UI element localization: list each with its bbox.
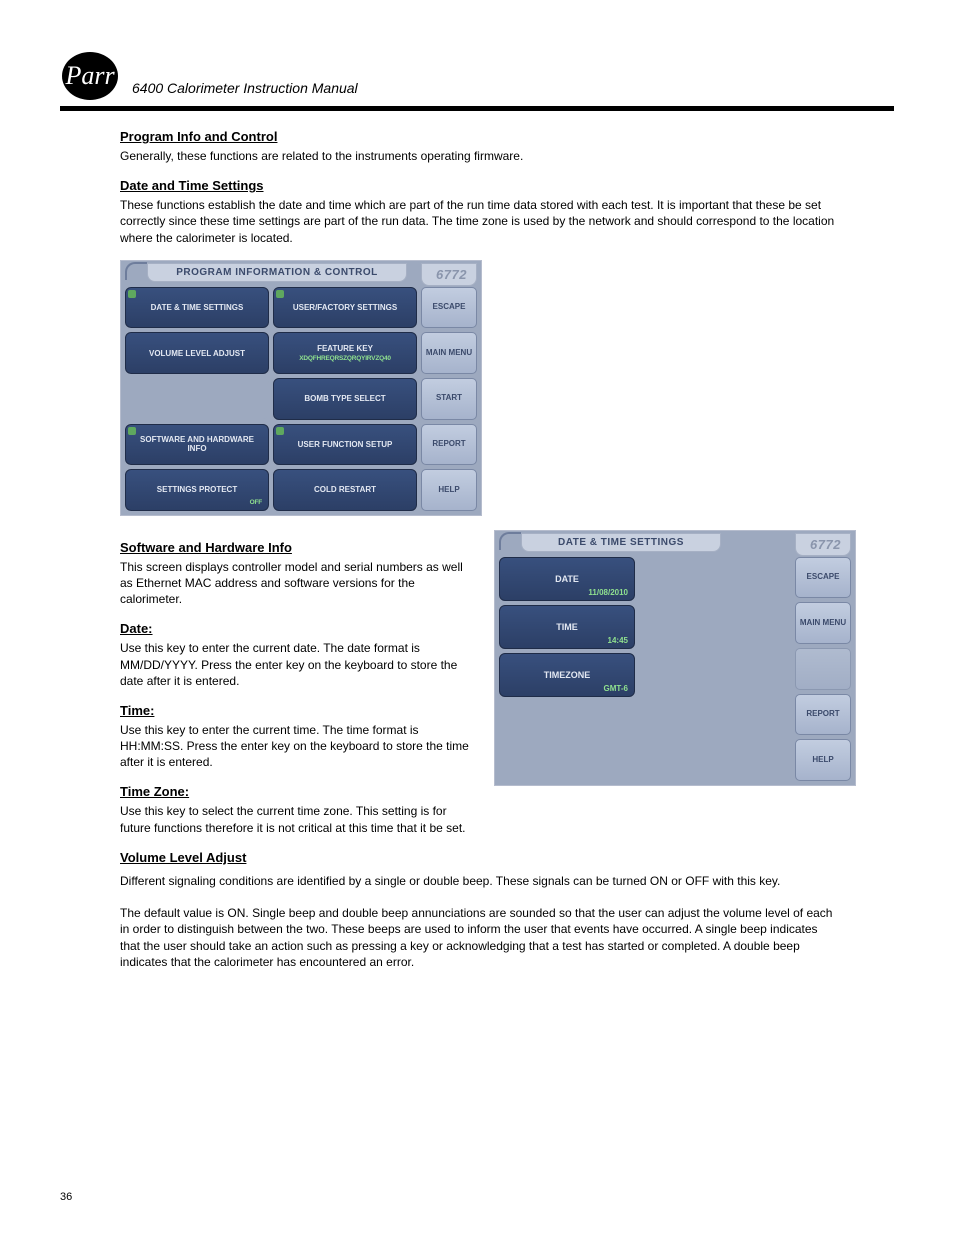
user-function-setup-button[interactable]: USER FUNCTION SETUP <box>273 424 417 466</box>
escape-button[interactable]: ESCAPE <box>421 287 477 329</box>
screenshot-datetime-settings: DATE & TIME SETTINGS 6772 DATE 11/08/201… <box>494 530 856 786</box>
btn-value: 11/08/2010 <box>588 588 628 597</box>
title-bar: DATE & TIME SETTINGS 6772 <box>495 531 855 555</box>
heading-timezone: Time Zone: <box>120 784 470 799</box>
main-menu-button[interactable]: MAIN MENU <box>795 602 851 644</box>
button-grid: DATE & TIME SETTINGS USER/FACTORY SETTIN… <box>125 287 417 511</box>
spacer <box>120 516 864 530</box>
heading-program-info: Program Info and Control <box>120 129 864 144</box>
software-hardware-info-button[interactable]: SOFTWARE AND HARDWARE INFO <box>125 424 269 466</box>
left-column: Software and Hardware Info This screen d… <box>120 530 470 869</box>
help-button[interactable]: HELP <box>795 739 851 781</box>
btn-value: XDQFHREQRSZQRQYIRVZQ40 <box>299 355 391 362</box>
screen-body: DATE & TIME SETTINGS USER/FACTORY SETTIN… <box>125 287 477 511</box>
btn-label: VOLUME LEVEL ADJUST <box>149 349 245 358</box>
btn-value: 14:45 <box>608 636 628 645</box>
indicator-icon <box>276 290 284 298</box>
date-time-settings-button[interactable]: DATE & TIME SETTINGS <box>125 287 269 329</box>
escape-button[interactable]: ESCAPE <box>795 557 851 599</box>
text-timezone: Use this key to select the current time … <box>120 803 470 835</box>
btn-label: DATE & TIME SETTINGS <box>151 303 244 312</box>
title-bar: PROGRAM INFORMATION & CONTROL 6772 <box>121 261 481 285</box>
page-root: Parr 6400 Calorimeter Instruction Manual… <box>0 0 954 1024</box>
heading-sw-hw-info: Software and Hardware Info <box>120 540 470 555</box>
btn-label: USER/FACTORY SETTINGS <box>293 303 397 312</box>
help-button[interactable]: HELP <box>421 469 477 511</box>
settings-protect-button[interactable]: SETTINGS PROTECT OFF <box>125 469 269 511</box>
heading-datetime: Date and Time Settings <box>120 178 864 193</box>
text-datetime: These functions establish the date and t… <box>120 197 840 246</box>
screen-model: 6772 <box>421 263 477 286</box>
page-number: 36 <box>60 1191 72 1203</box>
date-button[interactable]: DATE 11/08/2010 <box>499 557 635 601</box>
main-menu-button[interactable]: MAIN MENU <box>421 332 477 374</box>
cold-restart-button[interactable]: COLD RESTART <box>273 469 417 511</box>
screen-body: DATE 11/08/2010 TIME 14:45 TIMEZONE GMT-… <box>499 557 851 781</box>
screen-model: 6772 <box>795 533 851 556</box>
dt-button-column: DATE 11/08/2010 TIME 14:45 TIMEZONE GMT-… <box>499 557 635 781</box>
right-column: DATE & TIME SETTINGS 6772 DATE 11/08/201… <box>494 530 864 786</box>
page-header: Parr 6400 Calorimeter Instruction Manual <box>60 50 894 111</box>
curve-decor-icon <box>499 532 521 550</box>
btn-label: BOMB TYPE SELECT <box>304 394 385 403</box>
header-title: 6400 Calorimeter Instruction Manual <box>132 80 358 102</box>
text-volume-level: Different signaling conditions are ident… <box>120 873 840 970</box>
content-area: Program Info and Control Generally, thes… <box>60 129 894 970</box>
btn-label: SOFTWARE AND HARDWARE INFO <box>130 435 264 453</box>
btn-value: GMT-6 <box>604 684 628 693</box>
svg-text:Parr: Parr <box>64 61 115 90</box>
text-program-info: Generally, these functions are related t… <box>120 148 840 164</box>
btn-label: USER FUNCTION SETUP <box>298 440 393 449</box>
indicator-icon <box>128 290 136 298</box>
timezone-button[interactable]: TIMEZONE GMT-6 <box>499 653 635 697</box>
user-factory-settings-button[interactable]: USER/FACTORY SETTINGS <box>273 287 417 329</box>
text-date: Use this key to enter the current date. … <box>120 640 470 689</box>
btn-label: DATE <box>555 574 579 584</box>
heading-date: Date: <box>120 621 470 636</box>
spacer <box>639 557 791 781</box>
heading-volume-level: Volume Level Adjust <box>120 850 470 865</box>
volume-level-adjust-button[interactable]: VOLUME LEVEL ADJUST <box>125 332 269 374</box>
bomb-type-select-button[interactable]: BOMB TYPE SELECT <box>273 378 417 420</box>
report-button[interactable]: REPORT <box>421 424 477 466</box>
time-button[interactable]: TIME 14:45 <box>499 605 635 649</box>
screen-title: PROGRAM INFORMATION & CONTROL <box>147 263 407 282</box>
indicator-icon <box>128 427 136 435</box>
screenshot-program-info: PROGRAM INFORMATION & CONTROL 6772 DATE … <box>120 260 482 516</box>
start-button[interactable]: START <box>421 378 477 420</box>
btn-value: OFF <box>250 499 262 506</box>
curve-decor-icon <box>125 262 147 280</box>
two-column-layout: Software and Hardware Info This screen d… <box>120 530 864 869</box>
nav-column: ESCAPE MAIN MENU START REPORT HELP <box>421 287 477 511</box>
text-sw-hw-info: This screen displays controller model an… <box>120 559 470 608</box>
btn-label: TIMEZONE <box>544 670 591 680</box>
btn-label: COLD RESTART <box>314 485 376 494</box>
parr-logo-icon: Parr <box>60 50 120 102</box>
empty-slot <box>125 378 269 420</box>
feature-key-button[interactable]: FEATURE KEY XDQFHREQRSZQRQYIRVZQ40 <box>273 332 417 374</box>
btn-label: SETTINGS PROTECT <box>157 485 237 494</box>
screen-title: DATE & TIME SETTINGS <box>521 533 721 552</box>
heading-time: Time: <box>120 703 470 718</box>
btn-label: FEATURE KEY <box>317 344 373 353</box>
indicator-icon <box>276 427 284 435</box>
text-time: Use this key to enter the current time. … <box>120 722 470 771</box>
disabled-button <box>795 648 851 690</box>
report-button[interactable]: REPORT <box>795 694 851 736</box>
btn-label: TIME <box>556 622 578 632</box>
nav-column: ESCAPE MAIN MENU REPORT HELP <box>795 557 851 781</box>
